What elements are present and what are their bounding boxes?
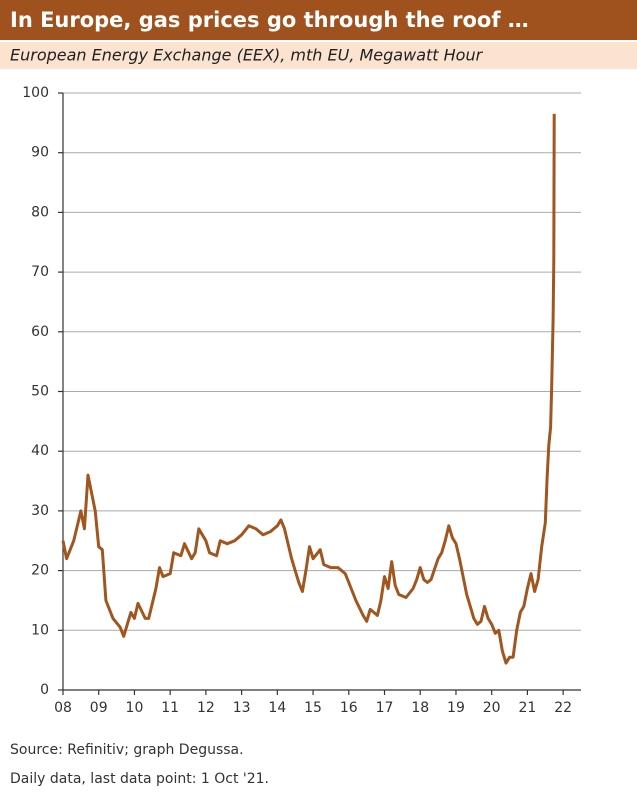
x-tick-label: 15 — [304, 700, 322, 716]
subtitle-bar — [0, 42, 637, 69]
y-tick-label: 0 — [40, 682, 49, 698]
x-tick-label: 13 — [233, 700, 251, 716]
y-tick-label: 20 — [31, 563, 49, 579]
title-bar — [0, 0, 637, 40]
x-tick-label: 12 — [197, 700, 215, 716]
x-tick-label: 14 — [268, 700, 286, 716]
y-tick-label: 30 — [31, 503, 49, 519]
x-tick-label: 10 — [126, 700, 144, 716]
y-tick-label: 80 — [31, 204, 49, 220]
x-tick-label: 08 — [54, 700, 72, 716]
x-tick-label: 16 — [340, 700, 358, 716]
x-tick-label: 19 — [447, 700, 465, 716]
x-tick-label: 09 — [90, 700, 108, 716]
y-tick-label: 10 — [31, 622, 49, 638]
y-tick-label: 90 — [31, 145, 49, 161]
y-tick-label: 70 — [31, 264, 49, 280]
x-tick-label: 11 — [161, 700, 179, 716]
x-tick-label: 18 — [411, 700, 429, 716]
line-series — [61, 113, 556, 665]
chart-subtitle: European Energy Exchange (EEX), mth EU, … — [10, 46, 484, 65]
data-note: Daily data, last data point: 1 Oct '21. — [10, 771, 269, 787]
y-tick-label: 100 — [22, 85, 49, 101]
x-tick-label: 20 — [483, 700, 501, 716]
y-tick-label: 50 — [31, 384, 49, 400]
y-tick-label: 40 — [31, 443, 49, 459]
source-note: Source: Refinitiv; graph Degussa. — [10, 742, 244, 758]
y-tick-label: 60 — [31, 324, 49, 340]
x-tick-label: 22 — [554, 700, 572, 716]
chart-title: In Europe, gas prices go through the roo… — [10, 8, 529, 32]
x-tick-label: 21 — [518, 700, 536, 716]
x-tick-label: 17 — [376, 700, 394, 716]
